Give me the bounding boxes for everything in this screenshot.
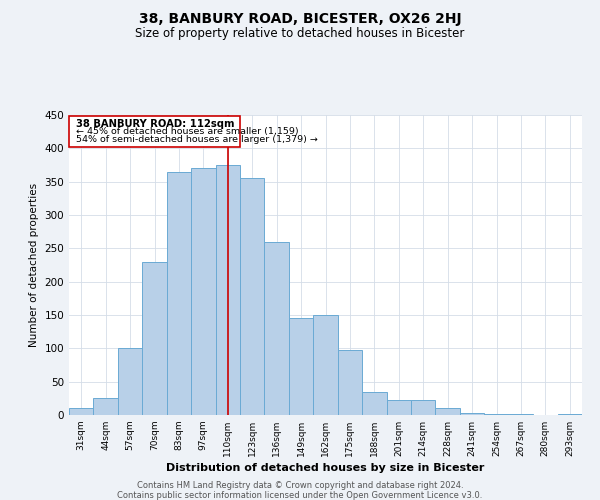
Text: 54% of semi-detached houses are larger (1,379) →: 54% of semi-detached houses are larger (… xyxy=(76,135,318,144)
Text: 38, BANBURY ROAD, BICESTER, OX26 2HJ: 38, BANBURY ROAD, BICESTER, OX26 2HJ xyxy=(139,12,461,26)
Bar xyxy=(386,400,411,415)
Bar xyxy=(215,165,240,415)
Bar xyxy=(191,168,215,415)
Bar xyxy=(557,414,582,415)
Bar xyxy=(338,350,362,415)
Bar xyxy=(94,398,118,415)
Bar xyxy=(411,400,436,415)
Bar xyxy=(436,408,460,415)
Bar xyxy=(265,242,289,415)
Bar xyxy=(69,408,94,415)
X-axis label: Distribution of detached houses by size in Bicester: Distribution of detached houses by size … xyxy=(166,463,485,473)
Bar xyxy=(289,318,313,415)
Bar xyxy=(240,178,265,415)
Bar xyxy=(362,392,386,415)
Text: Contains HM Land Registry data © Crown copyright and database right 2024.: Contains HM Land Registry data © Crown c… xyxy=(137,481,463,490)
Bar xyxy=(484,414,509,415)
Bar xyxy=(313,315,338,415)
Text: ← 45% of detached houses are smaller (1,159): ← 45% of detached houses are smaller (1,… xyxy=(76,127,299,136)
Y-axis label: Number of detached properties: Number of detached properties xyxy=(29,183,39,347)
Bar xyxy=(142,262,167,415)
Bar xyxy=(69,116,240,147)
Text: Size of property relative to detached houses in Bicester: Size of property relative to detached ho… xyxy=(136,28,464,40)
Bar xyxy=(509,414,533,415)
Bar xyxy=(118,348,142,415)
Text: 38 BANBURY ROAD: 112sqm: 38 BANBURY ROAD: 112sqm xyxy=(76,119,235,129)
Text: Contains public sector information licensed under the Open Government Licence v3: Contains public sector information licen… xyxy=(118,491,482,500)
Bar xyxy=(167,172,191,415)
Bar xyxy=(460,413,484,415)
